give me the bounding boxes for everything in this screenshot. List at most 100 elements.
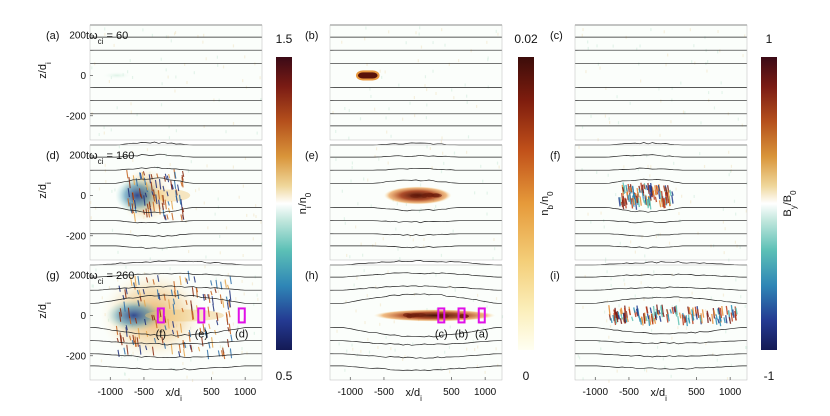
noise-speckle: [464, 83, 466, 87]
noise-speckle: [252, 237, 254, 241]
wave-stripe: [129, 335, 132, 341]
noise-speckle: [482, 179, 484, 183]
wave-stripe: [673, 307, 676, 313]
wave-stripe: [654, 196, 658, 203]
noise-speckle: [167, 75, 169, 79]
noise-speckle: [254, 62, 256, 66]
noise-speckle: [722, 293, 725, 297]
noise-speckle: [364, 321, 366, 325]
noise-speckle: [188, 250, 190, 254]
field-line: [329, 154, 502, 158]
density-blob: [100, 71, 133, 80]
noise-speckle: [501, 315, 504, 319]
wave-stripe: [612, 314, 615, 322]
noise-speckle: [363, 269, 365, 273]
noise-speckle: [186, 375, 188, 379]
wave-stripe: [138, 289, 141, 296]
noise-speckle: [596, 171, 598, 175]
field-line: [574, 273, 747, 278]
field-line: [574, 245, 747, 249]
noise-speckle: [609, 324, 612, 328]
wave-stripe: [152, 194, 156, 202]
wave-stripe: [127, 188, 130, 198]
sample-box: [477, 307, 486, 324]
field-line: [574, 365, 747, 370]
noise-speckle: [130, 102, 132, 106]
noise-speckle: [223, 280, 225, 284]
noise-speckle: [124, 372, 126, 376]
noise-speckle: [393, 320, 395, 324]
wave-stripe: [179, 275, 182, 286]
wave-stripe: [711, 313, 714, 324]
noise-speckle: [367, 178, 369, 182]
noise-speckle: [476, 364, 479, 368]
noise-speckle: [645, 259, 647, 263]
noise-speckle: [636, 47, 638, 51]
y-tick-label: -200: [66, 111, 86, 122]
noise-speckle: [253, 213, 255, 217]
noise-speckle: [424, 84, 426, 88]
noise-speckle: [94, 62, 96, 66]
noise-speckle: [110, 128, 112, 132]
wave-stripe: [621, 187, 625, 192]
noise-speckle: [451, 88, 453, 92]
noise-speckle: [232, 44, 235, 48]
wave-stripe: [168, 174, 171, 179]
wave-stripe: [181, 207, 185, 213]
noise-speckle: [238, 195, 240, 199]
wave-stripe: [163, 342, 166, 349]
wave-stripe: [662, 312, 665, 318]
noise-speckle: [98, 187, 101, 191]
noise-speckle: [745, 209, 747, 213]
noise-speckle: [257, 297, 259, 301]
plot-background: [330, 265, 502, 380]
panel-e: (e): [305, 142, 503, 261]
noise-speckle: [649, 174, 651, 178]
noise-speckle: [495, 297, 498, 301]
field-line: [330, 260, 502, 266]
noise-speckle: [740, 295, 742, 299]
wave-stripe: [614, 307, 617, 319]
noise-speckle: [486, 212, 488, 216]
field-line: [330, 142, 502, 146]
wave-stripe: [181, 176, 184, 188]
noise-speckle: [453, 96, 455, 100]
noise-speckle: [426, 103, 428, 107]
wave-stripe: [127, 198, 130, 207]
field-line: [89, 327, 262, 337]
colorbar-gradient: [761, 57, 777, 350]
field-line: [90, 141, 262, 146]
noise-speckle: [370, 204, 372, 208]
wave-stripe: [229, 276, 232, 285]
noise-speckle: [600, 211, 602, 215]
wave-stripe: [622, 312, 626, 323]
wave-stripe: [144, 345, 148, 351]
sample-box: [197, 307, 206, 324]
noise-speckle: [345, 300, 347, 304]
wave-stripe: [166, 175, 170, 183]
wave-stripe: [627, 194, 630, 202]
colorbar-min-label: 0.5: [276, 369, 293, 383]
noise-speckle: [170, 39, 172, 43]
noise-speckle: [385, 335, 387, 339]
noise-speckle: [587, 40, 589, 44]
noise-speckle: [246, 351, 248, 355]
noise-speckle: [637, 167, 639, 171]
wave-stripe: [145, 182, 149, 191]
wave-stripe: [656, 185, 659, 192]
wave-stripe: [128, 177, 131, 189]
noise-speckle: [341, 40, 343, 44]
plot-frame: [329, 144, 503, 261]
wave-stripe: [639, 196, 642, 206]
panel-a: 200 0 -200 z/di (a): [37, 24, 263, 141]
noise-speckle: [634, 250, 636, 254]
noise-speckle: [241, 350, 243, 354]
panel-f: (f): [550, 142, 748, 263]
noise-speckle: [394, 348, 396, 352]
noise-speckle: [730, 363, 732, 367]
noise-speckle: [735, 212, 737, 216]
wave-stripe: [716, 308, 720, 315]
wave-stripe: [176, 290, 180, 300]
noise-speckle: [253, 331, 255, 335]
wave-stripe: [675, 305, 678, 316]
